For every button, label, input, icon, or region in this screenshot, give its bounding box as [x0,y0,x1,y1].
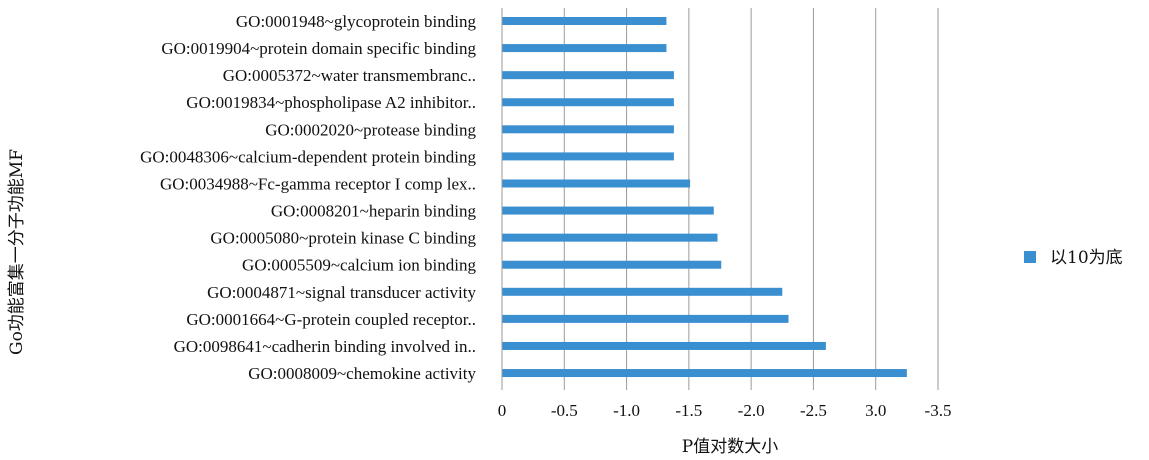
bar [502,17,667,25]
bar [502,369,907,378]
category-label: GO:0019904~protein domain specific bindi… [161,39,476,58]
bar [502,314,789,323]
x-tick-label: 0 [498,401,507,420]
category-label: GO:0019834~phospholipase A2 inhibitor.. [186,93,476,112]
x-tick-labels: 0 -0.5 -1.0 -1.5 -2.0 -2.5 3.0 -3.5 [498,401,952,420]
category-label: GO:0098641~cadherin binding involved in.… [174,337,476,356]
category-label: GO:0034988~Fc-gamma receptor I comp lex.… [160,174,476,193]
bar [502,233,718,242]
legend-swatch [1024,251,1036,263]
bar [502,44,667,53]
x-tick-label: -2.5 [800,401,827,420]
legend: 以10为底 [1024,248,1123,268]
category-label: GO:0001948~glycoprotein binding [236,12,477,31]
bar [502,71,674,80]
bar [502,125,674,134]
category-label: GO:0005372~water transmembranc.. [223,66,476,85]
bar [502,206,714,215]
category-label: GO:0008201~heparin binding [271,202,477,221]
category-label: GO:0002020~protease binding [265,120,476,139]
bar [502,152,674,161]
x-axis-title: P值对数大小 [682,437,778,457]
bar [502,98,674,107]
category-labels: GO:0001948~glycoprotein binding GO:001990… [140,12,476,383]
legend-label: 以10为底 [1050,248,1123,268]
bar [502,341,826,350]
x-tick-label: -1.0 [613,401,640,420]
category-label: GO:0005080~protein kinase C binding [210,229,476,248]
bar [502,287,783,296]
bar [502,260,722,269]
category-label: GO:0004871~signal transducer activity [207,283,476,302]
x-tick-label: 3.0 [865,401,886,420]
x-tick-label: -3.5 [925,401,952,420]
category-label: GO:0001664~G-protein coupled receptor.. [186,310,476,329]
x-tick-label: -0.5 [551,401,578,420]
x-tick-label: -1.5 [675,401,702,420]
y-axis-title: Go功能富集一分子功能MF [7,149,27,355]
bar [502,179,691,188]
category-label: GO:0008009~chemokine activity [248,364,476,383]
category-label: GO:0048306~calcium-dependent protein bin… [140,147,476,166]
bars [502,17,907,378]
category-label: GO:0005509~calcium ion binding [242,256,476,275]
grid-lines [563,8,939,390]
x-tick-label: -2.0 [738,401,765,420]
